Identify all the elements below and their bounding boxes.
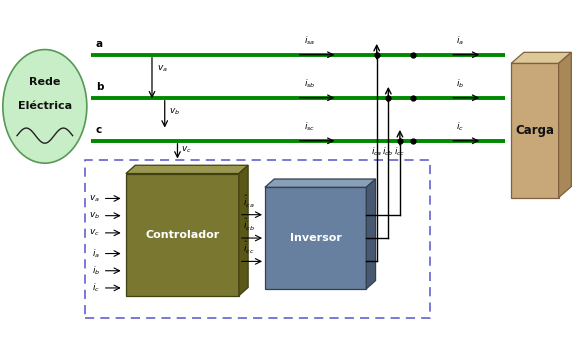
Text: $i_a$: $i_a$ — [456, 35, 464, 47]
Text: $\hat{i}_{cb}$: $\hat{i}_{cb}$ — [243, 217, 255, 233]
Text: $i_c$: $i_c$ — [92, 282, 100, 294]
Text: $i_c$: $i_c$ — [456, 121, 464, 133]
Text: $i_b$: $i_b$ — [91, 264, 100, 277]
Polygon shape — [239, 165, 248, 296]
Text: Carga: Carga — [515, 124, 554, 137]
Text: $v_c$: $v_c$ — [181, 145, 191, 155]
Text: $i_b$: $i_b$ — [456, 78, 464, 90]
Text: $i_{ca}$: $i_{ca}$ — [371, 145, 382, 158]
Text: $v_a$: $v_a$ — [157, 64, 168, 74]
Text: $\hat{i}_{cc}$: $\hat{i}_{cc}$ — [243, 240, 255, 256]
Text: $i_{cc}$: $i_{cc}$ — [394, 145, 406, 158]
FancyBboxPatch shape — [511, 64, 559, 197]
Text: $v_a$: $v_a$ — [89, 193, 100, 204]
Ellipse shape — [3, 50, 87, 163]
Text: Controlador: Controlador — [146, 230, 219, 239]
Polygon shape — [511, 52, 572, 64]
Text: $v_c$: $v_c$ — [89, 228, 100, 238]
Text: $i_{sc}$: $i_{sc}$ — [304, 121, 315, 133]
Text: $v_b$: $v_b$ — [169, 107, 180, 117]
Text: c: c — [96, 125, 102, 135]
Polygon shape — [265, 179, 375, 187]
Text: $i_{cb}$: $i_{cb}$ — [382, 145, 394, 158]
Text: b: b — [96, 82, 103, 92]
Polygon shape — [559, 52, 572, 197]
Text: $i_{sa}$: $i_{sa}$ — [304, 35, 315, 47]
Polygon shape — [366, 179, 375, 289]
Text: $\hat{i}_{ca}$: $\hat{i}_{ca}$ — [243, 193, 255, 210]
Text: Rede: Rede — [29, 77, 61, 87]
FancyBboxPatch shape — [126, 174, 239, 296]
Text: $v_b$: $v_b$ — [89, 210, 100, 221]
Text: Inversor: Inversor — [290, 233, 342, 243]
Polygon shape — [126, 165, 248, 174]
Text: a: a — [96, 39, 103, 49]
Text: Eléctrica: Eléctrica — [18, 101, 72, 111]
Text: $i_a$: $i_a$ — [92, 247, 100, 260]
Text: $i_{sb}$: $i_{sb}$ — [304, 78, 315, 90]
FancyBboxPatch shape — [265, 187, 366, 289]
